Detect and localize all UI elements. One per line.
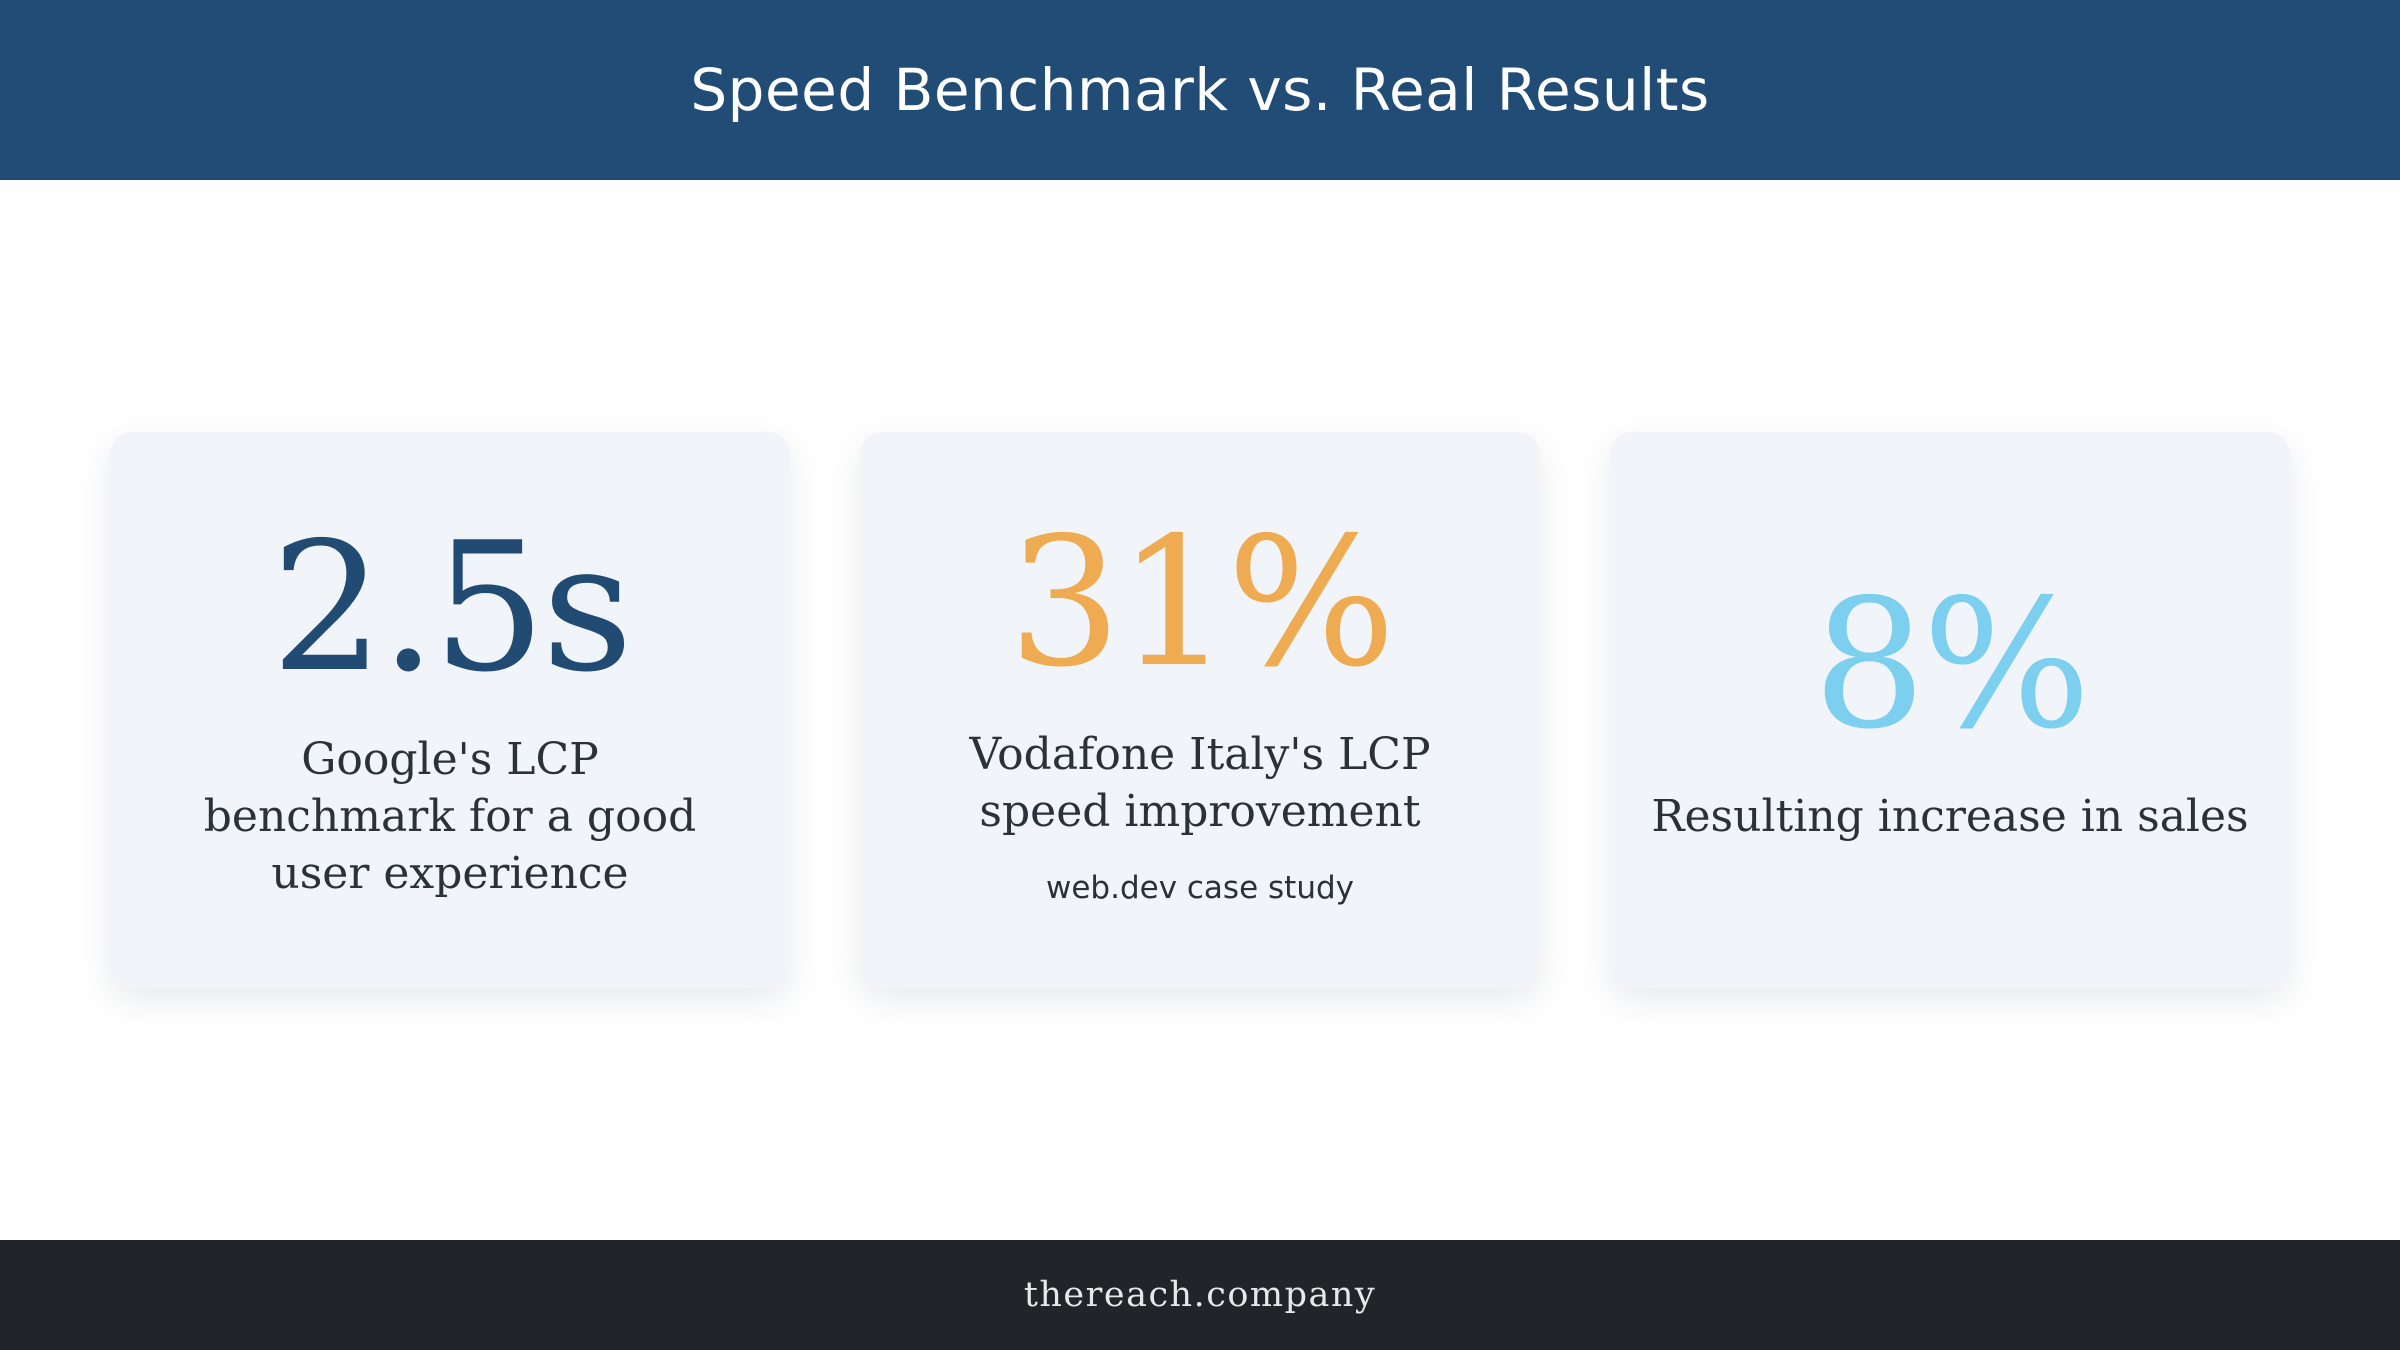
stat-value: 2.5s [270, 503, 633, 711]
stat-card-vodafone-improvement: 31% Vodafone Italy's LCP speed improveme… [860, 432, 1540, 988]
stat-source: web.dev case study [1045, 870, 1354, 906]
stat-card-sales-increase: 8% Resulting increase in sales [1610, 432, 2290, 988]
footer-brand: thereach.company [1023, 1275, 1377, 1315]
stat-description: Vodafone Italy's LCP speed improvement [969, 729, 1431, 837]
header-bar: Speed Benchmark vs. Real Results [0, 0, 2400, 180]
footer-bar: thereach.company [0, 1240, 2400, 1350]
stat-description: Resulting increase in sales [1651, 790, 2249, 842]
stat-card-lcp-benchmark: 2.5s Google's LCP benchmark for a good u… [110, 432, 790, 988]
stat-value: 31% [1008, 499, 1396, 706]
stat-value: 8% [1812, 560, 2091, 768]
page-title: Speed Benchmark vs. Real Results [690, 56, 1710, 124]
stat-description: Google's LCP benchmark for a good user e… [203, 733, 697, 899]
